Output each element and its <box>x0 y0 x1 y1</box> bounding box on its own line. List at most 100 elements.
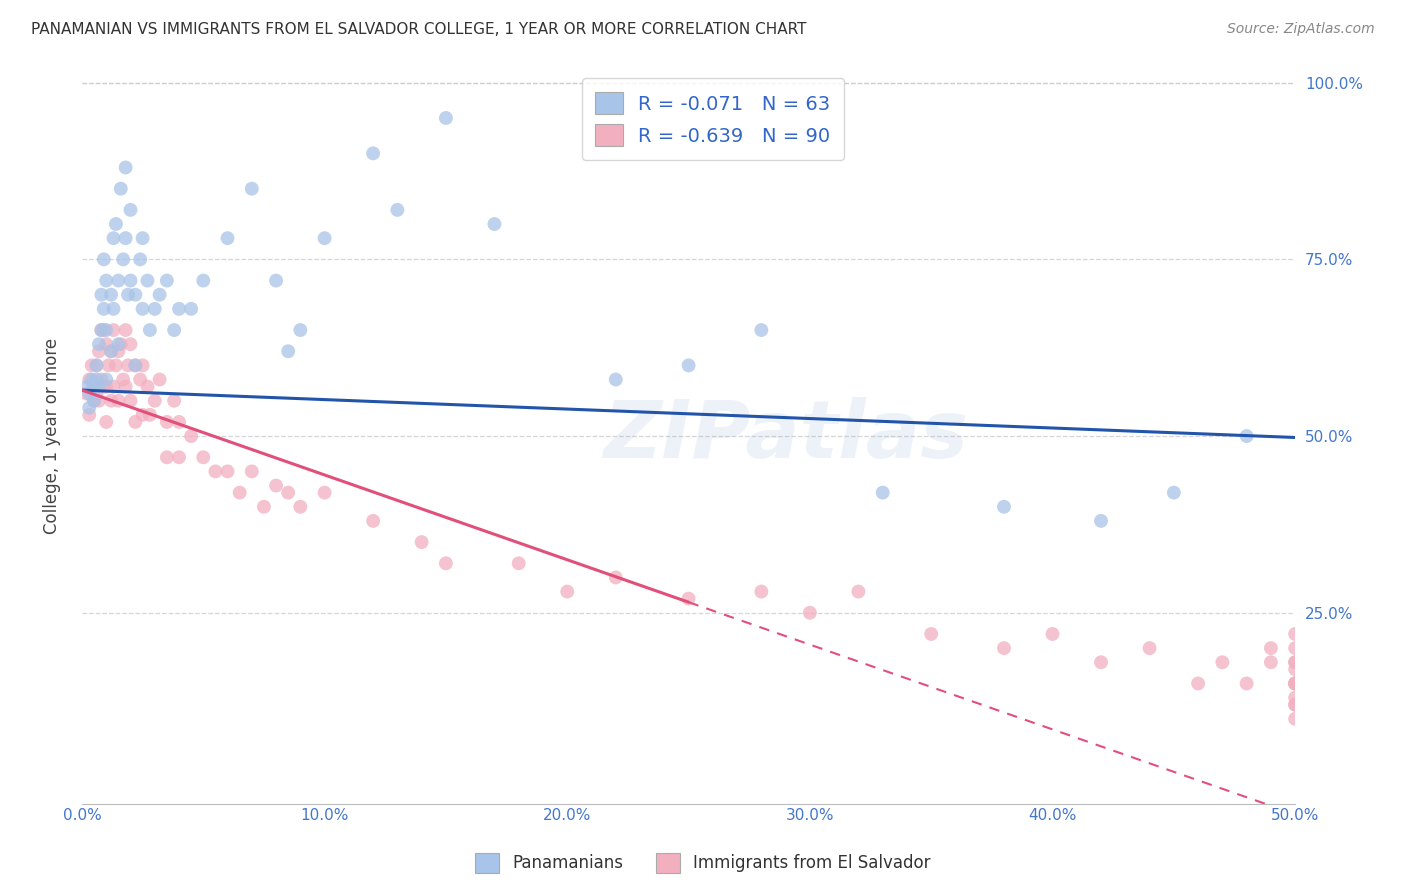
Point <box>314 485 336 500</box>
Point <box>86 372 108 386</box>
Point <box>1284 655 1306 669</box>
Point <box>193 274 215 288</box>
Point <box>87 379 110 393</box>
Point <box>136 379 159 393</box>
Point <box>1163 485 1185 500</box>
Point <box>1284 655 1306 669</box>
Point <box>143 301 166 316</box>
Point <box>1284 627 1306 641</box>
Point <box>1284 676 1306 690</box>
Point <box>86 359 108 373</box>
Point <box>129 372 152 386</box>
Text: Source: ZipAtlas.com: Source: ZipAtlas.com <box>1227 22 1375 37</box>
Point <box>96 415 118 429</box>
Point <box>555 584 578 599</box>
Point <box>76 386 98 401</box>
Point <box>749 584 772 599</box>
Point <box>90 372 112 386</box>
Point <box>114 379 136 393</box>
Point <box>103 301 125 316</box>
Point <box>100 344 122 359</box>
Point <box>149 372 172 386</box>
Point <box>1236 676 1258 690</box>
Point <box>112 372 135 386</box>
Point <box>117 359 139 373</box>
Point <box>290 500 312 514</box>
Point <box>124 359 146 373</box>
Point <box>76 379 98 393</box>
Point <box>114 231 136 245</box>
Point <box>139 323 162 337</box>
Point <box>848 584 870 599</box>
Point <box>86 386 108 401</box>
Point <box>77 408 100 422</box>
Point <box>143 393 166 408</box>
Point <box>87 337 110 351</box>
Point <box>117 287 139 301</box>
Point <box>1260 655 1282 669</box>
Point <box>605 570 627 584</box>
Point <box>1139 641 1161 656</box>
Point <box>264 478 287 492</box>
Point <box>110 337 132 351</box>
Point <box>290 323 312 337</box>
Legend: Panamanians, Immigrants from El Salvador: Panamanians, Immigrants from El Salvador <box>468 847 938 880</box>
Point <box>993 500 1015 514</box>
Point <box>131 408 153 422</box>
Point <box>163 393 186 408</box>
Point <box>90 287 112 301</box>
Point <box>434 557 457 571</box>
Point <box>110 182 132 196</box>
Point <box>149 287 172 301</box>
Point <box>1284 676 1306 690</box>
Y-axis label: College, 1 year or more: College, 1 year or more <box>44 338 60 534</box>
Point <box>124 415 146 429</box>
Point <box>1284 698 1306 712</box>
Point <box>96 323 118 337</box>
Point <box>131 301 153 316</box>
Point <box>314 231 336 245</box>
Point <box>508 557 530 571</box>
Point <box>96 379 118 393</box>
Point <box>107 337 129 351</box>
Point <box>749 323 772 337</box>
Point <box>93 301 115 316</box>
Point <box>1284 690 1306 705</box>
Point <box>799 606 821 620</box>
Point <box>180 301 202 316</box>
Point <box>103 379 125 393</box>
Point <box>605 372 627 386</box>
Point <box>1284 676 1306 690</box>
Point <box>131 231 153 245</box>
Point <box>1211 655 1233 669</box>
Point <box>1187 676 1209 690</box>
Point <box>77 386 100 401</box>
Point <box>136 274 159 288</box>
Point <box>120 202 142 217</box>
Point <box>80 359 103 373</box>
Point <box>100 393 122 408</box>
Point <box>103 323 125 337</box>
Point <box>1236 429 1258 443</box>
Point <box>1042 627 1064 641</box>
Point <box>193 450 215 465</box>
Point <box>277 485 299 500</box>
Point <box>167 415 190 429</box>
Point <box>139 408 162 422</box>
Point <box>253 500 276 514</box>
Point <box>217 231 239 245</box>
Point <box>434 111 457 125</box>
Point <box>678 359 700 373</box>
Point <box>100 344 122 359</box>
Point <box>77 372 100 386</box>
Legend: R = -0.071   N = 63, R = -0.639   N = 90: R = -0.071 N = 63, R = -0.639 N = 90 <box>582 78 844 160</box>
Point <box>240 182 263 196</box>
Point <box>107 344 129 359</box>
Point <box>920 627 942 641</box>
Point <box>180 429 202 443</box>
Point <box>129 252 152 267</box>
Point <box>1090 655 1112 669</box>
Point <box>1284 676 1306 690</box>
Point <box>90 323 112 337</box>
Point <box>167 301 190 316</box>
